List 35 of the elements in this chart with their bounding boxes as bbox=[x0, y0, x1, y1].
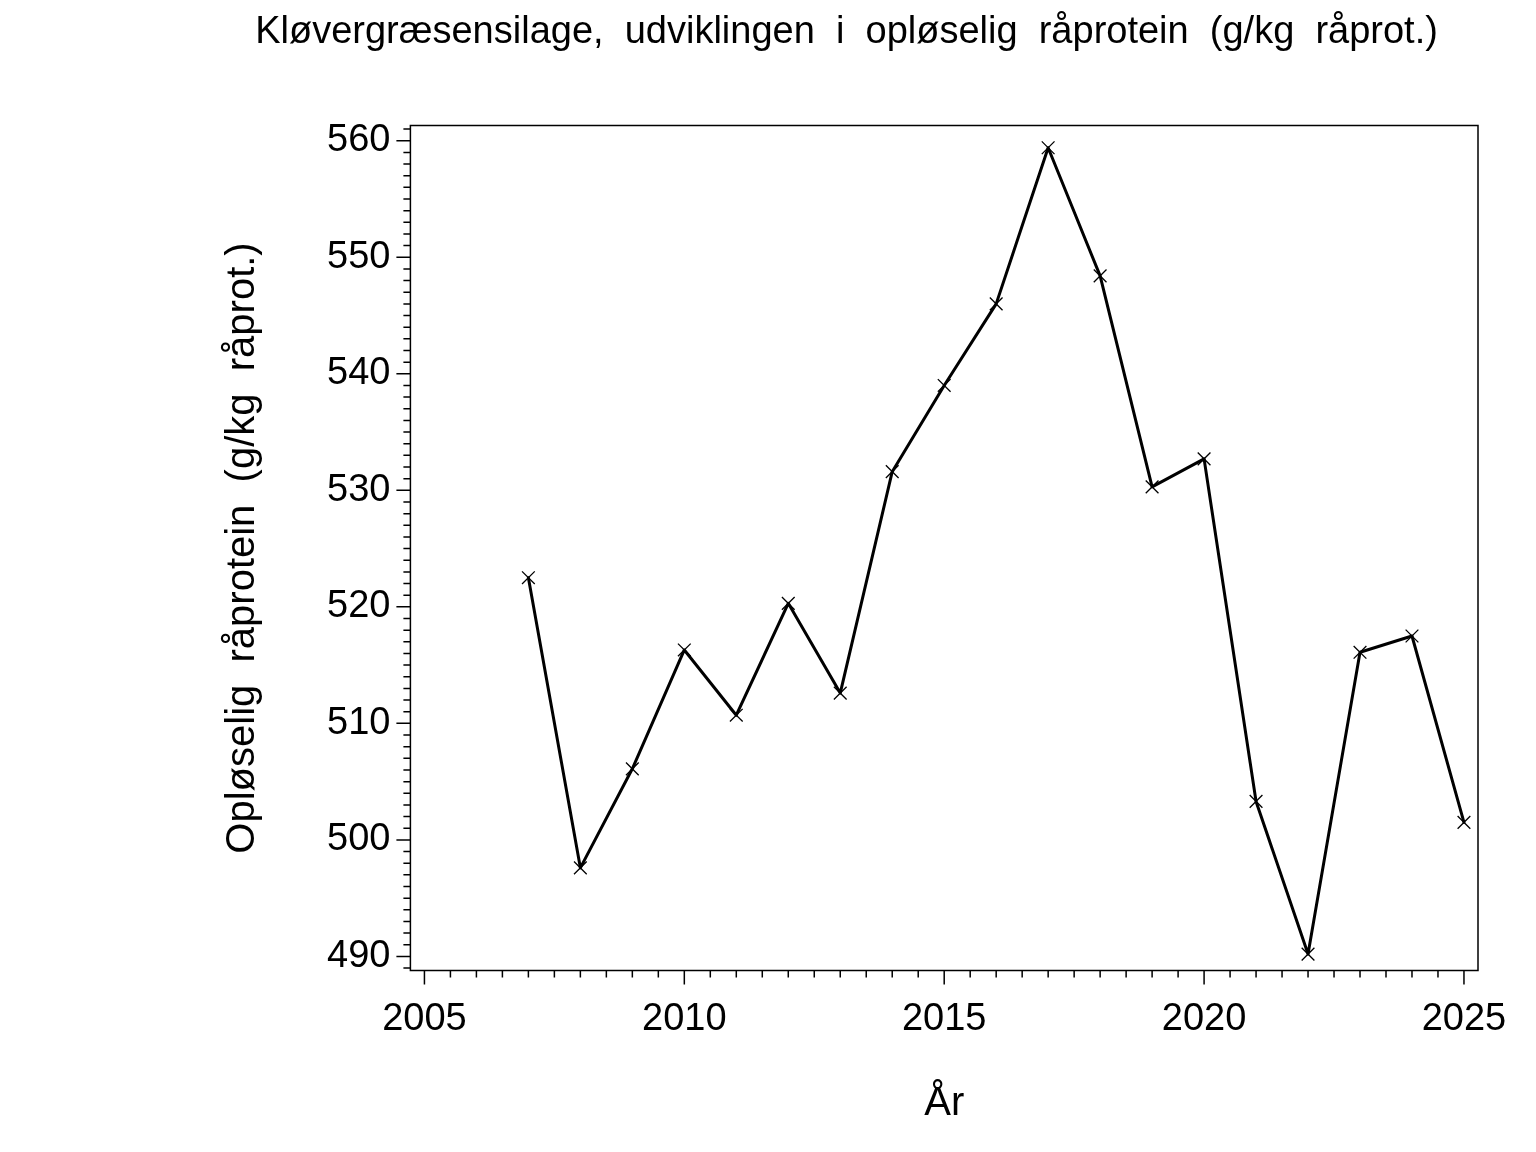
y-tick-label: 490 bbox=[327, 932, 391, 975]
y-tick-label: 500 bbox=[327, 816, 391, 859]
point bbox=[1353, 645, 1368, 660]
point bbox=[729, 708, 744, 723]
point bbox=[1404, 628, 1419, 643]
y-tick-label: 530 bbox=[327, 466, 391, 509]
y-axis-title: Opløselig råprotein (g/kg råprot.) bbox=[218, 242, 263, 854]
point bbox=[1301, 947, 1316, 962]
x-tick-label: 2020 bbox=[1161, 995, 1247, 1038]
point bbox=[1145, 479, 1160, 494]
x-tick-label: 2010 bbox=[642, 995, 727, 1038]
y-tick-label: 510 bbox=[327, 699, 391, 742]
point bbox=[1249, 794, 1264, 809]
point bbox=[1041, 140, 1056, 155]
x-tick-label: 2015 bbox=[901, 995, 987, 1038]
point bbox=[625, 761, 640, 776]
point bbox=[937, 378, 952, 393]
point bbox=[1197, 451, 1212, 466]
point bbox=[521, 570, 536, 585]
x-tick-label: 2005 bbox=[382, 995, 467, 1038]
point bbox=[1093, 268, 1108, 283]
point bbox=[989, 296, 1004, 311]
point bbox=[677, 642, 692, 657]
point bbox=[573, 860, 588, 875]
y-tick-label: 540 bbox=[327, 350, 391, 393]
point bbox=[833, 686, 848, 701]
x-tick-label: 2025 bbox=[1421, 995, 1507, 1038]
x-axis-title: År bbox=[924, 1079, 965, 1124]
point bbox=[1456, 815, 1471, 830]
y-tick-label: 550 bbox=[327, 233, 391, 276]
point bbox=[781, 596, 796, 611]
y-tick-label: 560 bbox=[327, 117, 391, 160]
y-tick-label: 520 bbox=[327, 583, 391, 626]
chart-title: Kløvergræsensilage, udviklingen i opløselig råprotein (g/kg råprot.) bbox=[255, 9, 1438, 52]
point bbox=[885, 464, 900, 479]
